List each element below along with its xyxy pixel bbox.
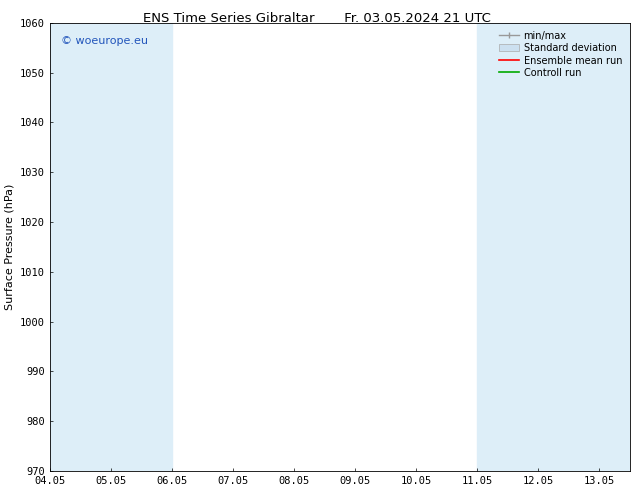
Y-axis label: Surface Pressure (hPa): Surface Pressure (hPa) [4,184,14,310]
Bar [49,23,172,471]
Text: © woeurope.eu: © woeurope.eu [61,36,148,47]
Legend: min/max, Standard deviation, Ensemble mean run, Controll run: min/max, Standard deviation, Ensemble me… [496,28,625,81]
Text: ENS Time Series Gibraltar       Fr. 03.05.2024 21 UTC: ENS Time Series Gibraltar Fr. 03.05.2024… [143,12,491,25]
Bar [477,23,630,471]
